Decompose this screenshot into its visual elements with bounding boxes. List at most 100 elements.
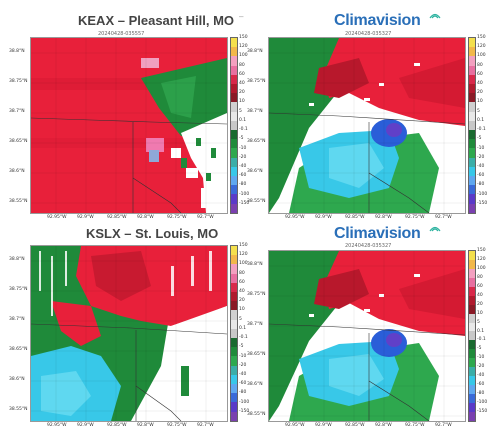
colorbar-label: -60 xyxy=(477,173,485,179)
colorbar-segment xyxy=(231,246,237,256)
longitude-label: 92.7°W xyxy=(197,215,214,220)
colorbar-segment xyxy=(231,74,237,85)
latitude-label: 38.7°N xyxy=(247,322,263,327)
panel-title-keax: KEAX – Pleasant Hill, MO xyxy=(78,13,235,28)
colorbar-segment xyxy=(231,139,237,149)
colorbar-label: 100 xyxy=(239,53,248,59)
longitude-label: 92.95°W xyxy=(285,423,305,428)
colorbar-label: -0.1 xyxy=(239,127,248,133)
colorbar-label: -10 xyxy=(477,355,485,361)
colorbar-label: -80 xyxy=(477,391,485,397)
longitude-label: 92.85°W xyxy=(107,215,127,220)
colorbar-segment xyxy=(231,203,237,213)
colorbar-segment xyxy=(469,259,475,269)
brand-logo-bottom: Climavision xyxy=(334,225,421,242)
latitude-label: 38.8°N xyxy=(9,257,25,262)
longitude-label: 92.7°W xyxy=(435,423,452,428)
colorbar-label: 60 xyxy=(239,279,245,285)
latitude-label: 38.7°N xyxy=(247,109,263,114)
longitude-label: 92.8°W xyxy=(137,215,154,220)
colorbar-segment xyxy=(469,120,475,131)
radar-panel-climavision-bottom xyxy=(268,250,466,422)
colorbar-label: -5 xyxy=(239,344,244,350)
colorbar-label: -150 xyxy=(477,200,488,206)
colorbar-segment xyxy=(231,38,237,48)
colorbar-segment xyxy=(231,282,237,293)
colorbar-segment xyxy=(231,273,237,283)
latitude-label: 38.55°N xyxy=(9,407,28,412)
longitude-label: 92.9°W xyxy=(77,215,94,220)
colorbar-label: 40 xyxy=(239,81,245,87)
colorbar-label: 10 xyxy=(239,307,245,313)
colorbar-segment xyxy=(231,148,237,158)
colorbar-segment xyxy=(469,102,475,112)
latitude-label: 38.7°N xyxy=(9,317,25,322)
colorbar-segment xyxy=(231,166,237,177)
colorbar-segment xyxy=(469,349,475,359)
colorbar-segment xyxy=(231,176,237,186)
colorbar-segment xyxy=(469,194,475,204)
colorbar-label: 40 xyxy=(477,81,483,87)
panel-timestamp-climavision-top: 20240428-035327 xyxy=(345,31,392,37)
colorbar-label: -80 xyxy=(239,390,247,396)
colorbar-label: 40 xyxy=(477,292,483,298)
colorbar-segment xyxy=(231,65,237,75)
colorbar-segment xyxy=(231,264,237,274)
divider-mark: – xyxy=(239,12,244,21)
colorbar-label: -80 xyxy=(239,182,247,188)
colorbar-label: 120 xyxy=(239,252,248,258)
colorbar-label: 5 xyxy=(239,316,242,322)
longitude-label: 92.8°W xyxy=(137,423,154,428)
colorbar-label: 0.1 xyxy=(239,117,247,123)
longitude-label: 92.75°W xyxy=(405,215,425,220)
colorbar-segment xyxy=(231,194,237,204)
colorbar-label: 20 xyxy=(239,90,245,96)
colorbar-label: 10 xyxy=(239,99,245,105)
latitude-label: 38.7°N xyxy=(9,109,25,114)
colorbar-segment xyxy=(469,322,475,332)
colorbar-segment xyxy=(469,295,475,305)
colorbar-segment xyxy=(231,93,237,103)
colorbar-segment xyxy=(231,393,237,403)
longitude-label: 92.85°W xyxy=(345,215,365,220)
colorbar-label: 5 xyxy=(477,319,480,325)
colorbar-label: -80 xyxy=(477,182,485,188)
colorbar-label: -5 xyxy=(239,136,244,142)
colorbar-label: 40 xyxy=(239,289,245,295)
colorbar-segment xyxy=(231,84,237,94)
colorbar-segment xyxy=(231,130,237,140)
latitude-label: 38.6°N xyxy=(247,382,263,387)
radar-panel-climavision-top xyxy=(268,37,466,214)
colorbar-segment xyxy=(469,139,475,149)
colorbar-label: 0.1 xyxy=(239,325,247,331)
colorbar-segment xyxy=(231,56,237,66)
latitude-label: 38.75°N xyxy=(247,292,266,297)
longitude-label: 92.7°W xyxy=(435,215,452,220)
colorbar-segment xyxy=(469,411,475,421)
colorbar-segment xyxy=(469,65,475,75)
colorbar-label: 10 xyxy=(477,99,483,105)
longitude-label: 92.75°W xyxy=(405,423,425,428)
latitude-label: 38.55°N xyxy=(9,199,28,204)
colorbar-label: -40 xyxy=(239,163,247,169)
colorbar-label: -60 xyxy=(239,173,247,179)
latitude-label: 38.8°N xyxy=(247,49,263,54)
colorbar-label: -40 xyxy=(239,371,247,377)
colorbar-label: 100 xyxy=(477,53,486,59)
latitude-label: 38.65°N xyxy=(9,139,28,144)
colorbar-segment xyxy=(469,385,475,394)
colorbar-label: -20 xyxy=(477,364,485,370)
colorbar-segment xyxy=(231,328,237,339)
colorbar-label: 80 xyxy=(477,62,483,68)
velocity-colorbar xyxy=(230,37,238,214)
colorbar-label: -100 xyxy=(239,191,250,197)
colorbar-segment xyxy=(231,292,237,302)
colorbar-segment xyxy=(469,313,475,323)
colorbar-segment xyxy=(231,374,237,385)
colorbar-segment xyxy=(469,277,475,287)
colorbar-label: -20 xyxy=(239,362,247,368)
velocity-field-climavision-top xyxy=(269,38,465,213)
longitude-label: 92.8°W xyxy=(375,215,392,220)
colorbar-label: 120 xyxy=(477,256,486,262)
colorbar-label: 5 xyxy=(477,108,480,114)
